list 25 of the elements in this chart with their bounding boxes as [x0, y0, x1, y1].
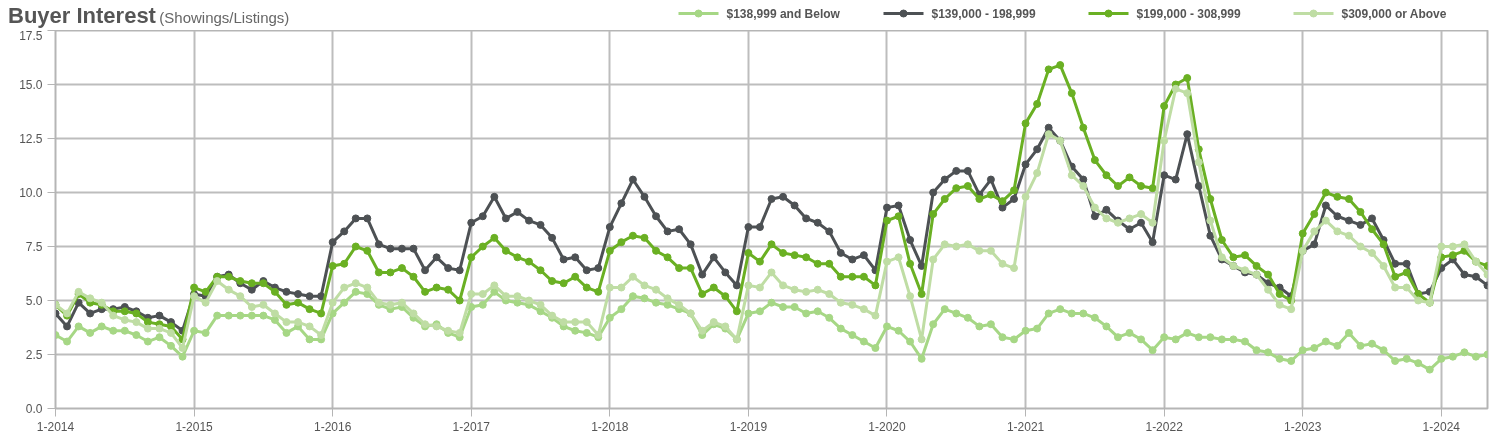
x-tick-label: 1-2021	[1006, 419, 1045, 434]
y-tick-label: 0.0	[25, 402, 43, 416]
y-tick-label: 2.5	[25, 348, 43, 362]
y-tick-label: 17.5	[19, 28, 43, 43]
x-tick-label: 1-2017	[452, 419, 491, 434]
x-tick-label: 1-2015	[175, 419, 214, 434]
y-tick-label: 10.0	[19, 186, 43, 200]
x-tick-label: 1-2014	[36, 419, 75, 434]
x-tick-label: 1-2020	[868, 419, 906, 434]
y-tick-label: 5.0	[25, 294, 43, 308]
legend-label: $309,000 or Above	[1341, 6, 1447, 21]
legend-label: $139,000 - 198,999	[931, 6, 1036, 21]
x-tick-label: 1-2016	[313, 419, 352, 434]
legend-label: $138,999 and Below	[726, 6, 841, 21]
y-tick-label: 15.0	[19, 78, 43, 92]
legend-label: $199,000 - 308,999	[1136, 6, 1241, 21]
x-tick-label: 1-2024	[1422, 419, 1461, 434]
x-tick-label: 1-2019	[729, 419, 768, 434]
chart-subtitle: (Showings/Listings)	[159, 9, 290, 26]
x-tick-label: 1-2023	[1284, 419, 1322, 434]
x-tick-label: 1-2022	[1145, 419, 1184, 434]
y-tick-label: 12.5	[19, 132, 43, 146]
x-tick-label: 1-2018	[591, 419, 629, 434]
y-tick-label: 7.5	[25, 240, 43, 254]
chart-title: Buyer Interest	[8, 3, 156, 28]
